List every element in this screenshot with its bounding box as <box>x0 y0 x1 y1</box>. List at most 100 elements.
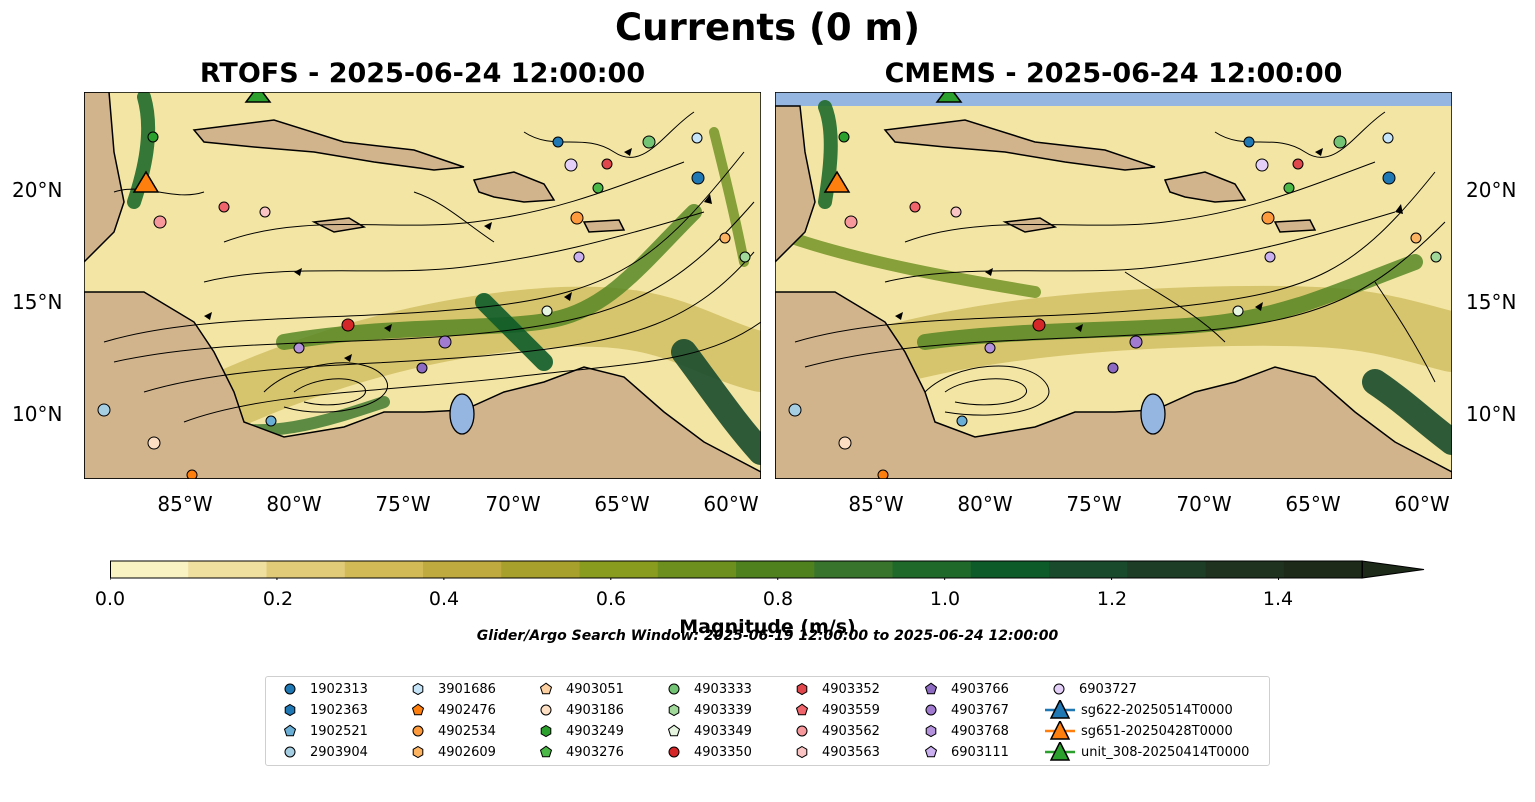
colorbar-segment <box>1283 561 1363 578</box>
legend-label: 4902476 <box>438 702 496 718</box>
lon-label-75w-left: 75°W <box>375 492 431 516</box>
legend-item-4903767: 4903767 <box>917 700 1009 720</box>
unit308-glider-marker-cmems <box>935 92 963 103</box>
legend-label: 4903051 <box>566 681 624 697</box>
sg651-glider-marker <box>132 170 160 193</box>
legend-marker-icon <box>1045 742 1075 761</box>
lon-label-65w-right: 65°W <box>1285 492 1341 516</box>
legend-label: 4903559 <box>822 702 880 718</box>
cmems-panel-title: CMEMS - 2025-06-24 12:00:00 <box>884 58 1343 89</box>
legend-marker-icon <box>1045 700 1075 719</box>
colorbar-segment <box>110 561 189 578</box>
legend-item-1902363: 1902363 <box>276 700 368 720</box>
legend-label: 4903350 <box>694 744 752 760</box>
rtofs-float-markers <box>97 131 751 479</box>
cmems-map <box>775 92 1452 479</box>
legend-marker-icon <box>283 724 297 737</box>
colorbar-label: Magnitude (m/s) <box>679 616 856 638</box>
legend-item-4903339: 4903339 <box>660 700 752 720</box>
rtofs-direction-arrows <box>204 148 712 362</box>
cmems-float-markers <box>788 131 1442 479</box>
legend-item-4902534: 4902534 <box>404 721 496 741</box>
legend-item-2903904: 2903904 <box>276 742 368 762</box>
colorbar-segment <box>892 561 972 578</box>
legend-label: 6903727 <box>1079 681 1137 697</box>
colorbar-tick-4: 0.8 <box>762 588 794 610</box>
cmems-streamlines <box>794 111 1446 416</box>
lat-label-20n-right: 20°N <box>1466 178 1517 202</box>
colorbar-segment <box>1205 561 1285 578</box>
legend-marker-icon <box>284 746 296 758</box>
legend-item-sg651-20250428T0000: sg651-20250428T0000 <box>1045 721 1233 741</box>
colorbar-segment <box>344 561 424 578</box>
legend-item-sg622-20250514T0000: sg622-20250514T0000 <box>1045 700 1233 720</box>
legend-item-6903727: 6903727 <box>1045 679 1137 699</box>
legend-marker-icon <box>412 745 424 759</box>
legend-marker-icon <box>284 683 296 695</box>
rtofs-lake-maracaibo <box>449 393 475 435</box>
legend-item-4903249: 4903249 <box>532 721 624 741</box>
legend-item-3901686: 3901686 <box>404 679 496 699</box>
legend-label: 1902363 <box>310 702 368 718</box>
lat-label-15n-left: 15°N <box>12 290 63 314</box>
legend-item-unit_308-20250414T0000: unit_308-20250414T0000 <box>1045 742 1249 762</box>
legend-label: 4903339 <box>694 702 752 718</box>
legend-item-4903186: 4903186 <box>532 700 624 720</box>
colorbar-segment <box>814 561 894 578</box>
colorbar <box>110 560 1425 580</box>
legend-marker-icon <box>925 724 937 738</box>
legend-label: 1902521 <box>310 723 368 739</box>
legend-item-4903350: 4903350 <box>660 742 752 762</box>
legend-marker-icon <box>668 703 680 717</box>
legend-item-4903051: 4903051 <box>532 679 624 699</box>
legend-label: 4903768 <box>951 723 1009 739</box>
rtofs-landmasses <box>84 92 761 479</box>
rtofs-panel-title: RTOFS - 2025-06-24 12:00:00 <box>199 58 646 89</box>
legend-label: 4903249 <box>566 723 624 739</box>
legend-item-4902609: 4902609 <box>404 742 496 762</box>
legend-marker-icon <box>796 682 808 696</box>
lon-label-70w-right: 70°W <box>1176 492 1232 516</box>
legend-marker-icon <box>925 704 937 716</box>
legend-label: sg622-20250514T0000 <box>1081 702 1233 718</box>
colorbar-tick-5: 1.0 <box>929 588 961 610</box>
legend-marker-icon <box>668 683 680 695</box>
lon-label-65w-left: 65°W <box>594 492 650 516</box>
legend-label: 6903111 <box>951 744 1009 760</box>
legend-item-4902476: 4902476 <box>404 700 496 720</box>
legend-item-4903333: 4903333 <box>660 679 752 699</box>
colorbar-segment <box>423 561 502 578</box>
legend-marker-icon <box>412 682 424 696</box>
colorbar-segment <box>579 561 659 578</box>
colorbar-frame <box>110 560 1363 579</box>
legend-label: 4902534 <box>438 723 496 739</box>
legend-label: 4903563 <box>822 744 880 760</box>
lon-label-75w-right: 75°W <box>1066 492 1122 516</box>
rtofs-streamlines <box>103 111 761 423</box>
legend-marker-icon <box>284 703 296 717</box>
legend-marker-icon <box>411 703 425 716</box>
sg651-glider-marker-cmems <box>823 170 851 193</box>
legend-label: 3901686 <box>438 681 496 697</box>
legend-marker-icon <box>412 725 424 737</box>
legend-item-4903768: 4903768 <box>917 721 1009 741</box>
lat-label-15n-right: 15°N <box>1466 290 1517 314</box>
lon-label-85w-left: 85°W <box>157 492 213 516</box>
colorbar-segment <box>657 561 737 578</box>
legend-marker-icon <box>668 746 680 758</box>
legend: 1902313 1902363 1902521 2903904 3901686 49024… <box>265 676 1270 766</box>
lon-label-60w-left: 60°W <box>703 492 759 516</box>
legend-label: sg651-20250428T0000 <box>1081 723 1233 739</box>
legend-label: 4903767 <box>951 702 1009 718</box>
legend-label: 2903904 <box>310 744 368 760</box>
legend-label: unit_308-20250414T0000 <box>1081 744 1250 760</box>
colorbar-tick-1: 0.2 <box>262 588 294 610</box>
legend-label: 1902313 <box>310 681 368 697</box>
legend-marker-icon <box>667 724 681 737</box>
legend-item-1902521: 1902521 <box>276 721 368 741</box>
legend-label: 4903766 <box>951 681 1009 697</box>
colorbar-tick-0: 0.0 <box>94 588 126 610</box>
colorbar-extend-arrow <box>1361 560 1425 579</box>
cmems-no-data-strip <box>775 92 1452 106</box>
legend-item-4903562: 4903562 <box>788 721 880 741</box>
